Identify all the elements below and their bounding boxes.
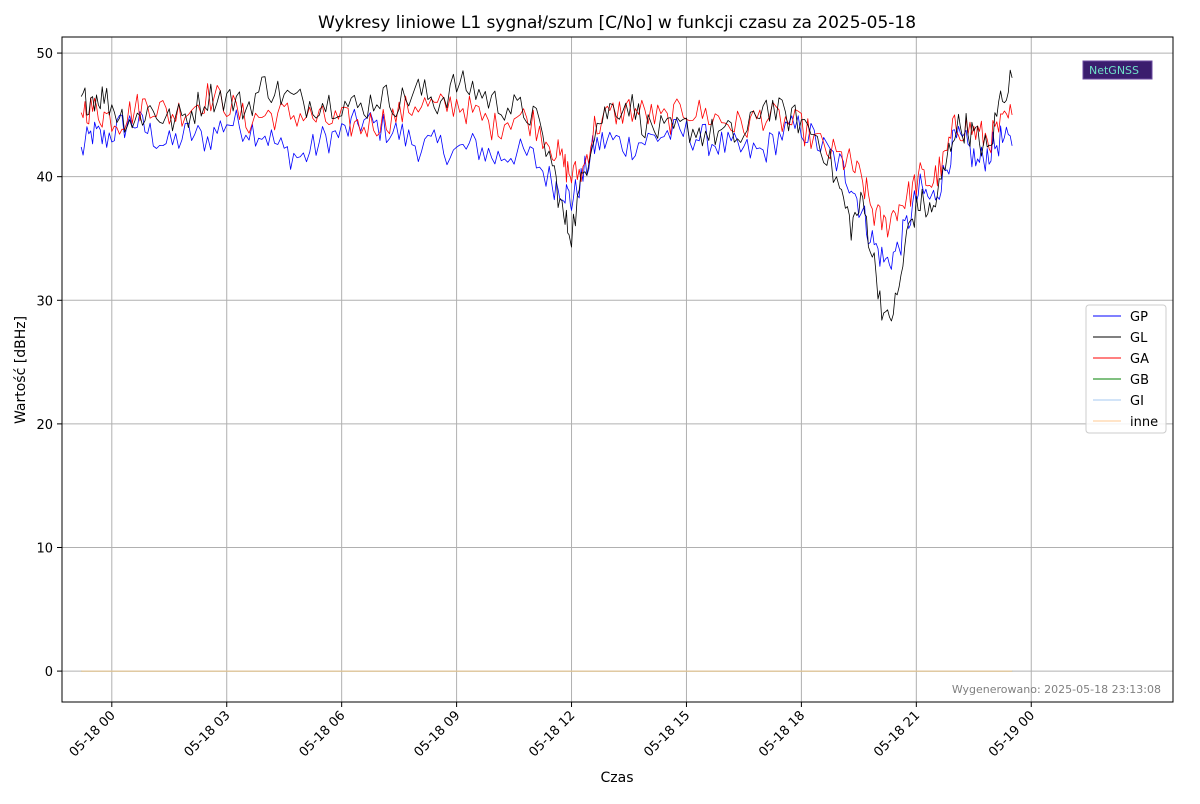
- y-tick-label: 50: [36, 47, 53, 62]
- legend-label-gb: GB: [1130, 373, 1149, 388]
- legend-label-inne: inne: [1130, 415, 1158, 430]
- legend-label-ga: GA: [1130, 352, 1149, 367]
- x-axis-label: Czas: [601, 770, 634, 786]
- legend-label-gi: GI: [1130, 394, 1144, 409]
- y-tick-label: 10: [36, 541, 53, 556]
- chart-title: Wykresy liniowe L1 sygnał/szum [C/No] w …: [318, 13, 916, 33]
- y-tick-label: 0: [45, 665, 53, 680]
- generated-timestamp: Wygenerowano: 2025-05-18 23:13:08: [952, 683, 1161, 696]
- y-tick-label: 30: [36, 294, 53, 309]
- y-tick-label: 40: [36, 171, 53, 186]
- legend-box: [1085, 304, 1167, 434]
- series-line-gl: [80, 69, 1013, 322]
- plot-area-frame: [61, 36, 1174, 703]
- series-line-gp: [80, 108, 1013, 270]
- legend: GP GL GA GB GI inne: [1085, 304, 1167, 434]
- legend-label-gp: GP: [1130, 310, 1148, 325]
- legend-label-gl: GL: [1130, 331, 1148, 346]
- y-axis-ticks: 0 10 20 30 40 50: [36, 47, 62, 680]
- series-layer: [80, 69, 1013, 672]
- series-line-ga: [80, 83, 1013, 238]
- netgnss-logo: NetGNSS: [1082, 60, 1153, 80]
- y-axis-label: Wartość [dBHz]: [13, 316, 29, 424]
- logo-text: NetGNSS: [1089, 64, 1139, 77]
- grid-lines: [62, 37, 1173, 702]
- y-tick-label: 20: [36, 418, 53, 433]
